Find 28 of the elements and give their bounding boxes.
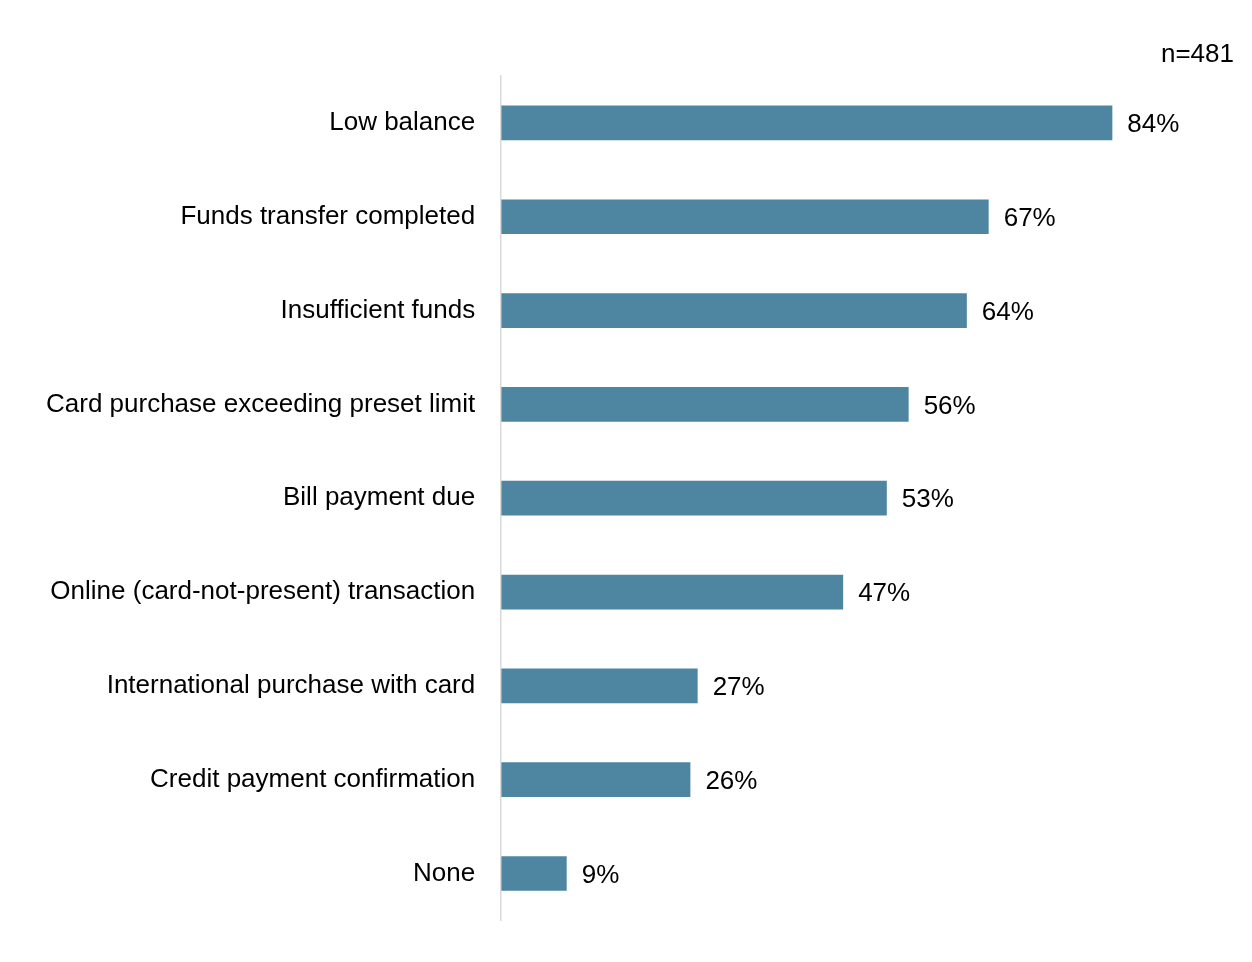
y-tick-label: Credit payment confirmation [150, 762, 476, 793]
data-label: 67% [1003, 201, 1056, 232]
bar [501, 480, 887, 516]
data-label: 47% [858, 577, 911, 608]
bar [501, 105, 1113, 141]
bar [501, 668, 698, 704]
data-label: 9% [581, 858, 620, 889]
data-label: 27% [712, 671, 765, 702]
data-label: 26% [705, 764, 758, 795]
y-tick-label: None [413, 856, 476, 887]
data-label: 56% [923, 389, 976, 420]
y-tick-label: Funds transfer completed [180, 199, 476, 230]
y-tick-label: Insufficient funds [280, 293, 476, 324]
data-label: 84% [1127, 108, 1180, 139]
bar [501, 293, 967, 328]
bar [501, 762, 691, 798]
y-tick-label: Bill payment due [282, 481, 476, 512]
bar [501, 856, 567, 891]
y-tick-label: Online (card-not-present) transaction [50, 575, 476, 606]
bar [501, 574, 844, 610]
bar [501, 387, 909, 422]
data-label: 64% [981, 295, 1034, 326]
y-tick-label: Low balance [329, 106, 476, 137]
y-tick-label: International purchase with card [106, 669, 476, 700]
data-label: 53% [901, 483, 954, 514]
y-tick-label: Card purchase exceeding preset limit [46, 387, 476, 418]
text: n=481 [1160, 38, 1234, 69]
bar [501, 199, 989, 235]
